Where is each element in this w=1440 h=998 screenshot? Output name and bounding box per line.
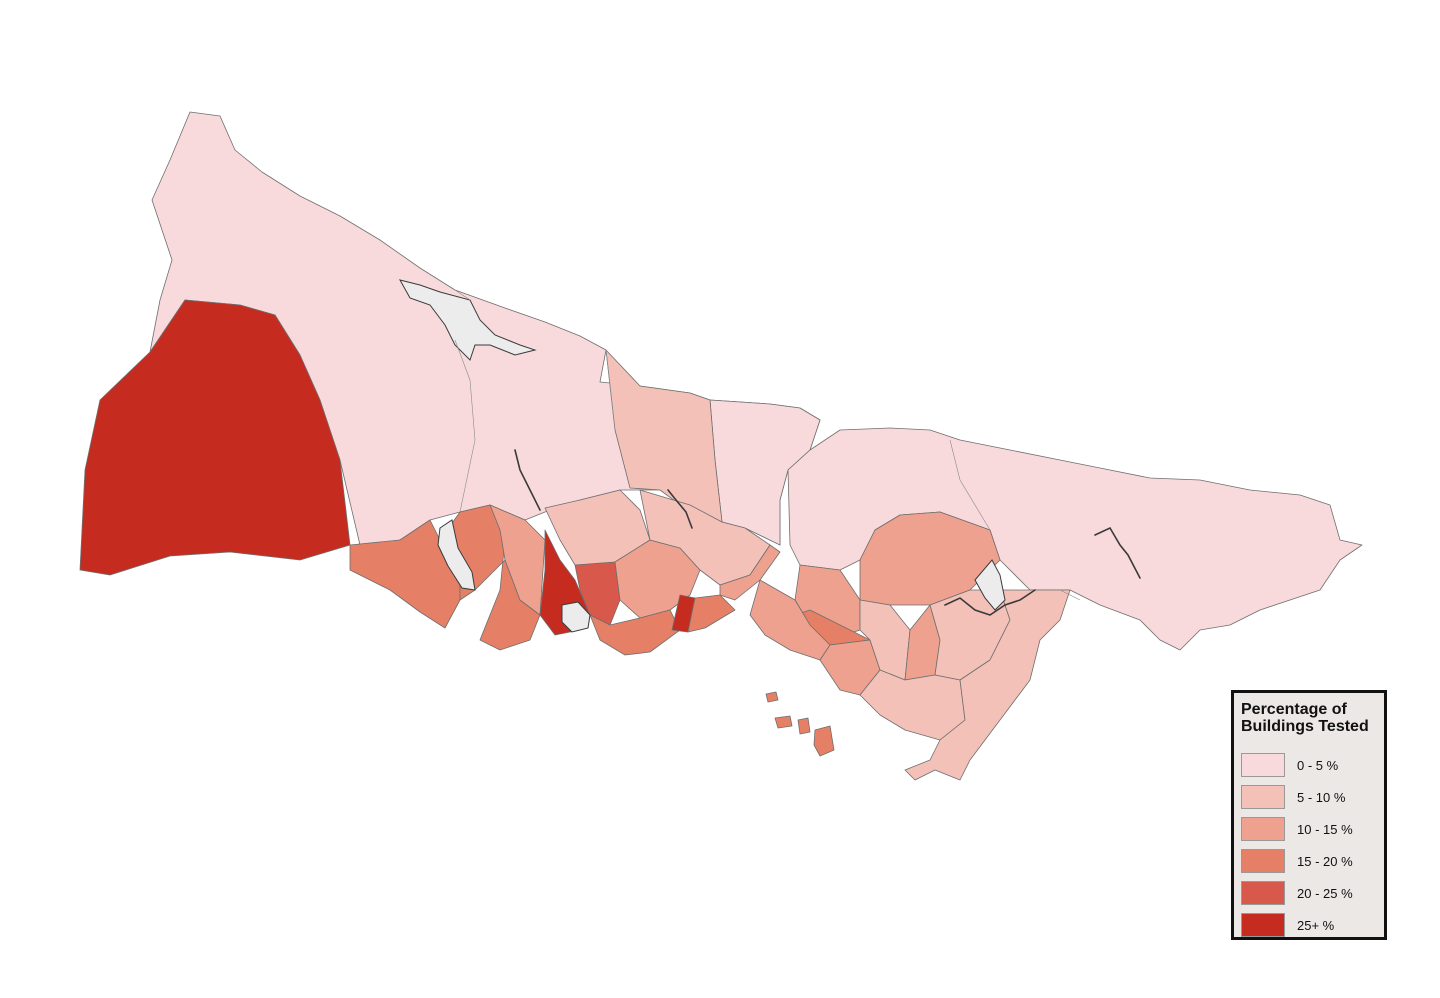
legend-swatch bbox=[1241, 817, 1285, 841]
district-central-2[interactable] bbox=[489, 504, 546, 616]
district-central-11[interactable] bbox=[719, 544, 781, 601]
legend-item: 10 - 15 % bbox=[1241, 813, 1384, 845]
river-asia bbox=[944, 589, 1036, 616]
district-far-west[interactable] bbox=[79, 299, 351, 576]
legend-label: 10 - 15 % bbox=[1297, 821, 1353, 837]
river-east bbox=[1094, 526, 1141, 579]
district-asia-south-2[interactable] bbox=[859, 669, 966, 741]
island-3[interactable] bbox=[813, 725, 835, 757]
legend-label: 5 - 10 % bbox=[1297, 789, 1346, 805]
lake-buyukcekmece bbox=[561, 601, 591, 633]
legend-swatch bbox=[1241, 753, 1285, 777]
legend-items: 0 - 5 % 5 - 10 % 10 - 15 % 15 - 20 % 20 - 25… bbox=[1241, 749, 1384, 941]
legend-swatch bbox=[1241, 849, 1285, 873]
legend-swatch bbox=[1241, 881, 1285, 905]
lake-kucukcekmece bbox=[437, 519, 476, 591]
map-legend: Percentage of Buildings Tested 0 - 5 % 5 … bbox=[1231, 690, 1387, 940]
river-north bbox=[667, 489, 693, 529]
legend-item: 5 - 10 % bbox=[1241, 781, 1384, 813]
district-boundaries bbox=[454, 289, 1081, 601]
legend-item: 15 - 20 % bbox=[1241, 845, 1384, 877]
legend-label: 15 - 20 % bbox=[1297, 853, 1353, 869]
legend-label: 0 - 5 % bbox=[1297, 757, 1339, 773]
legend-swatch bbox=[1241, 913, 1285, 937]
island-4[interactable] bbox=[765, 691, 779, 703]
district-central-9[interactable] bbox=[687, 594, 736, 633]
legend-title: Percentage of Buildings Tested bbox=[1241, 701, 1369, 735]
legend-item: 20 - 25 % bbox=[1241, 877, 1384, 909]
legend-label: 20 - 25 % bbox=[1297, 885, 1353, 901]
lake-terkos bbox=[399, 279, 537, 361]
island-2[interactable] bbox=[797, 717, 811, 735]
island-1[interactable] bbox=[774, 715, 793, 729]
river-central bbox=[514, 449, 541, 511]
lake-omerli bbox=[974, 559, 1006, 611]
legend-label: 25+ % bbox=[1297, 917, 1335, 933]
legend-swatch bbox=[1241, 785, 1285, 809]
district-asia-south-3[interactable] bbox=[904, 589, 1071, 781]
legend-item: 25+ % bbox=[1241, 909, 1384, 941]
legend-item: 0 - 5 % bbox=[1241, 749, 1384, 781]
